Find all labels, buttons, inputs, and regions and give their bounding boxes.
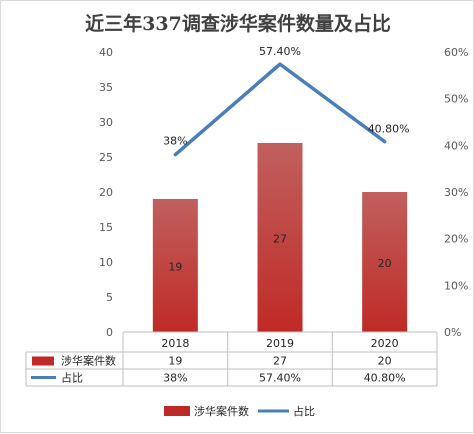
y-tick-label: 0 [106,326,113,339]
bar-data-label: 27 [273,233,287,246]
x-tick-label: 2020 [371,337,399,350]
line-data-label: 57.40% [259,45,301,58]
table-series-name: 涉华案件数 [61,354,116,368]
table-cell: 20 [378,355,392,368]
y-tick-label: 30 [99,116,113,129]
y-tick-label: 25 [99,151,113,164]
line-series-ratio [175,64,384,155]
legend-swatch-bar [164,406,190,416]
y-tick-label: 35 [99,81,113,94]
table-cell: 19 [168,355,182,368]
table-cell: 57.40% [259,372,301,385]
y2-tick-label: 50% [444,93,468,106]
bar-data-label: 20 [378,257,392,270]
y-tick-label: 15 [99,221,113,234]
x-tick-label: 2019 [266,337,294,350]
table-series-name: 占比 [61,371,83,385]
line-data-label: 40.80% [368,123,410,136]
y-tick-label: 40 [99,46,113,59]
y2-tick-label: 40% [444,139,468,152]
table-cell: 38% [163,372,187,385]
table-legend-swatch-bar [32,357,54,366]
line-data-label: 38% [163,135,187,148]
x-tick-label: 2018 [161,337,189,350]
y-tick-label: 20 [99,186,113,199]
bar-data-label: 19 [168,261,182,274]
legend-label: 涉华案件数 [194,404,249,418]
table-cell: 40.80% [364,372,406,385]
table-cell: 27 [273,355,287,368]
y2-tick-label: 20% [444,233,468,246]
y2-tick-label: 30% [444,186,468,199]
y2-tick-label: 0% [444,326,461,339]
legend-label: 占比 [293,404,315,418]
y-tick-label: 5 [106,291,113,304]
y2-tick-label: 10% [444,279,468,292]
y2-tick-label: 60% [444,46,468,59]
y-tick-label: 10 [99,256,113,269]
